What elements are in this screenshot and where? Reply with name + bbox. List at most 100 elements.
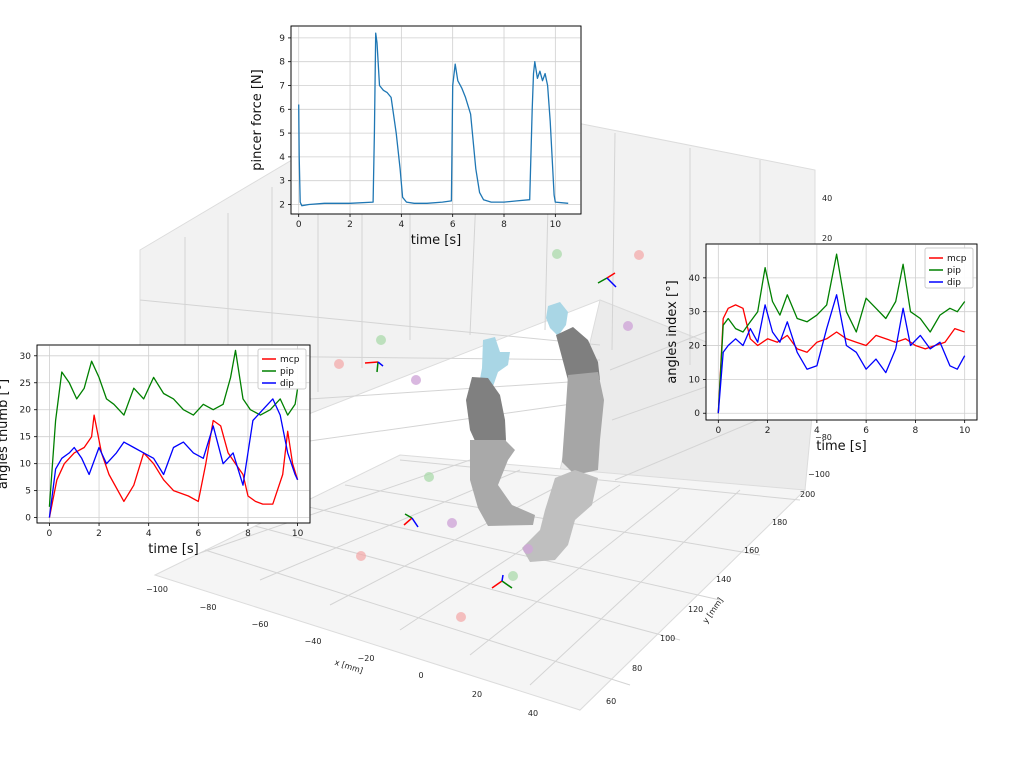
scene3d-gridline [469, 487, 681, 656]
series-line-dip [48, 398, 299, 518]
y-tick-label: 20 [20, 406, 32, 416]
marker-green [376, 335, 386, 345]
scene3d-y-tick: 120 [688, 605, 703, 614]
series-line-force [298, 32, 569, 207]
series-line-dip [717, 294, 966, 414]
index-proximal-segment [562, 372, 604, 475]
marker-green [508, 571, 518, 581]
plot-frame [290, 25, 582, 215]
scene3d-y-tick: 100 [660, 634, 675, 643]
x-tick-label: 4 [398, 220, 404, 230]
inset-chart-index: 0 2 4 6 8 10 0 10 20 30 40 time [s] angles index [°]… [665, 243, 978, 454]
marker-pink [456, 612, 466, 622]
marker-green [552, 249, 562, 259]
marker-pink [334, 359, 344, 369]
y-tick-label: 0 [694, 409, 700, 419]
marker-pink [356, 551, 366, 561]
scene3d-z-tick: −100 [808, 470, 830, 479]
x-tick-label: 6 [863, 426, 869, 436]
plot-area [290, 25, 582, 215]
scene3d-x-tick: 20 [472, 690, 482, 699]
x-tick-label: 2 [765, 426, 771, 436]
index-base-segment [522, 470, 598, 562]
scene3d-y-label: y [mm] [701, 596, 725, 625]
marker-green [424, 472, 434, 482]
scene3d-y-tick: 160 [744, 546, 759, 555]
y-tick-label: 2 [279, 200, 285, 210]
marker-purple [623, 321, 633, 331]
x-axis-label: time [s] [148, 542, 198, 557]
inset-chart-force: 0 2 4 6 8 10 2 3 4 5 6 7 8 9 time [s] pincer force [N] [250, 25, 582, 248]
scene3d-gridline [204, 549, 631, 686]
scene3d-x-tick: −80 [200, 603, 217, 612]
x-tick-label: 8 [913, 426, 919, 436]
y-tick-label: 4 [279, 153, 285, 163]
x-tick-label: 2 [347, 220, 353, 230]
x-tick-label: 2 [96, 529, 102, 539]
y-tick-label: 8 [279, 58, 285, 68]
scene3d-x-tick: −100 [146, 585, 168, 594]
marker-purple [411, 375, 421, 385]
x-axis-label: time [s] [816, 439, 866, 454]
y-tick-label: 9 [279, 34, 285, 44]
scene3d-gridline [254, 525, 681, 641]
marker-purple [447, 518, 457, 528]
x-tick-label: 0 [47, 529, 53, 539]
y-tick-label: 15 [20, 433, 31, 443]
y-tick-label: 6 [279, 105, 285, 115]
y-axis-label: angles index [°] [665, 280, 680, 383]
frame-triad [597, 272, 617, 288]
scene3d-x-tick: −40 [305, 637, 322, 646]
x-tick-label: 0 [296, 220, 302, 230]
y-tick-label: 7 [279, 81, 285, 91]
y-tick-label: 10 [689, 375, 701, 385]
legend-label-pip: pip [947, 266, 961, 276]
scene3d-x-tick: 40 [528, 709, 538, 718]
scene3d-y-tick: 80 [632, 664, 642, 673]
x-tick-label: 6 [450, 220, 456, 230]
scene3d-x-tick: 0 [418, 671, 423, 680]
thumb-proximal-segment [470, 440, 535, 526]
scene3d-gridline [611, 132, 616, 351]
series-line-pip [717, 253, 966, 414]
x-tick-label: 4 [146, 529, 152, 539]
frame-triad [491, 574, 513, 589]
y-tick-label: 30 [20, 352, 32, 362]
y-tick-label: 30 [689, 308, 701, 318]
scene3d-y-tick: 180 [772, 518, 787, 527]
marker-purple [523, 544, 533, 554]
thumb-middle-segment [466, 377, 506, 452]
scene3d-x-tick: −60 [252, 620, 269, 629]
scene3d-gridline [139, 299, 601, 346]
legend-label-mcp: mcp [280, 355, 300, 365]
scene3d-gridline [329, 479, 571, 606]
series-line-pip [48, 349, 299, 507]
scene3d-gridline [299, 504, 721, 601]
scene3d-gridline [399, 459, 801, 501]
y-tick-label: 5 [279, 129, 285, 139]
y-axis-label: angles thumb [°] [0, 379, 11, 489]
x-tick-label: 10 [292, 529, 304, 539]
x-tick-label: 10 [550, 220, 562, 230]
legend-label-dip: dip [280, 379, 294, 389]
index-distal-segment [546, 302, 568, 336]
scene3d-floor-pane [153, 454, 807, 711]
y-tick-label: 20 [689, 342, 701, 352]
y-axis-label: pincer force [N] [250, 69, 265, 170]
scene3d-y-tick: 200 [800, 490, 815, 499]
legend-label-mcp: mcp [947, 254, 967, 264]
y-tick-label: 0 [25, 514, 31, 524]
scene3d-x-tick: −20 [358, 654, 375, 663]
scene3d-z-tick: 20 [822, 234, 832, 243]
plot-frame [705, 243, 978, 421]
plot-frame [36, 344, 311, 524]
x-axis-label: time [s] [411, 233, 461, 248]
legend-label-pip: pip [280, 367, 294, 377]
x-tick-label: 8 [245, 529, 251, 539]
series-line-mcp [48, 414, 299, 518]
legend-label-dip: dip [947, 278, 961, 288]
coordinate-frames [364, 272, 617, 589]
y-tick-label: 5 [25, 487, 31, 497]
scene3d-z-tick: 40 [822, 194, 832, 203]
inset-chart-thumb: 0 2 4 6 8 10 0 5 10 15 20 25 30 time [s] angles thumb … [0, 344, 311, 557]
